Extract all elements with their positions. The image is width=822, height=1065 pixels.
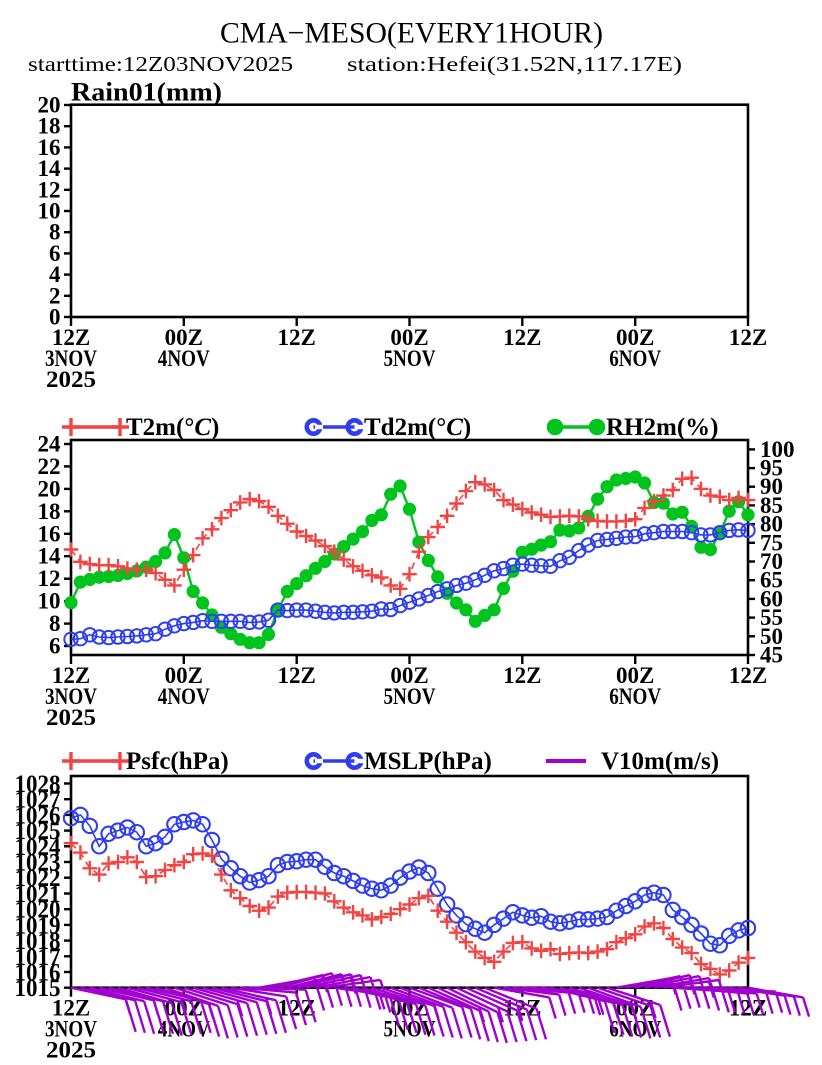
svg-text:6: 6 xyxy=(49,241,61,266)
svg-text:1019: 1019 xyxy=(15,912,61,939)
svg-text:6NOV: 6NOV xyxy=(609,684,661,709)
svg-text:RH2m(%): RH2m(%) xyxy=(606,414,718,441)
svg-text:10: 10 xyxy=(38,589,61,614)
svg-text:4NOV: 4NOV xyxy=(158,346,210,371)
svg-text:16: 16 xyxy=(38,521,61,546)
svg-text:00Z: 00Z xyxy=(390,325,428,350)
svg-text:00Z: 00Z xyxy=(390,663,428,688)
svg-text:MSLP(hPa): MSLP(hPa) xyxy=(364,748,492,775)
svg-text:station:Hefei(31.52N,117.17E): station:Hefei(31.52N,117.17E) xyxy=(347,52,682,76)
svg-text:4NOV: 4NOV xyxy=(158,684,210,709)
svg-text:60: 60 xyxy=(760,586,783,611)
svg-text:0: 0 xyxy=(49,305,61,330)
svg-text:20: 20 xyxy=(38,93,61,118)
svg-text:12Z: 12Z xyxy=(503,325,541,350)
svg-text:5NOV: 5NOV xyxy=(384,346,436,371)
svg-text:10: 10 xyxy=(38,199,61,224)
svg-text:1018: 1018 xyxy=(15,928,61,955)
svg-text:00Z: 00Z xyxy=(616,663,654,688)
svg-text:65: 65 xyxy=(760,568,783,593)
svg-text:75: 75 xyxy=(760,530,783,555)
svg-text:1020: 1020 xyxy=(15,897,61,924)
svg-text:4NOV: 4NOV xyxy=(158,1017,210,1042)
svg-text:V10m(m/s): V10m(m/s) xyxy=(601,748,719,775)
svg-text:1022: 1022 xyxy=(15,865,61,892)
svg-text:6: 6 xyxy=(49,634,61,659)
svg-text:24: 24 xyxy=(38,432,62,457)
svg-text:18: 18 xyxy=(38,114,61,139)
svg-text:20: 20 xyxy=(38,476,61,501)
svg-text:16: 16 xyxy=(38,135,61,160)
svg-text:2025: 2025 xyxy=(46,705,96,730)
svg-text:00Z: 00Z xyxy=(165,663,203,688)
svg-text:12Z: 12Z xyxy=(52,325,90,350)
svg-text:8: 8 xyxy=(49,220,61,245)
svg-text:18: 18 xyxy=(38,499,61,524)
svg-text:14: 14 xyxy=(38,544,62,569)
svg-text:6NOV: 6NOV xyxy=(609,346,661,371)
svg-text:22: 22 xyxy=(38,454,61,479)
svg-text:CMA−MESO(EVERY1HOUR): CMA−MESO(EVERY1HOUR) xyxy=(220,17,603,50)
svg-text:12Z: 12Z xyxy=(729,663,767,688)
svg-text:1027: 1027 xyxy=(15,787,61,814)
svg-text:50: 50 xyxy=(760,624,783,649)
svg-text:Psfc(hPa): Psfc(hPa) xyxy=(126,748,229,775)
svg-text:1017: 1017 xyxy=(15,944,61,971)
svg-text:12Z: 12Z xyxy=(52,996,90,1021)
svg-text:1016: 1016 xyxy=(15,960,61,987)
svg-text:1028: 1028 xyxy=(15,771,61,798)
svg-text:4: 4 xyxy=(49,262,61,287)
svg-text:80: 80 xyxy=(760,512,783,537)
svg-text:5NOV: 5NOV xyxy=(384,684,436,709)
svg-text:3NOV: 3NOV xyxy=(45,684,97,709)
svg-text:12Z: 12Z xyxy=(52,663,90,688)
svg-text:3NOV: 3NOV xyxy=(45,346,97,371)
svg-text:12Z: 12Z xyxy=(278,663,316,688)
svg-text:90: 90 xyxy=(760,474,783,499)
svg-text:1025: 1025 xyxy=(15,818,61,845)
svg-text:1023: 1023 xyxy=(15,850,61,877)
svg-text:70: 70 xyxy=(760,549,783,574)
svg-text:Td2m(°C): Td2m(°C) xyxy=(364,414,471,441)
svg-text:8: 8 xyxy=(49,611,61,636)
svg-text:2: 2 xyxy=(49,283,61,308)
svg-text:45: 45 xyxy=(760,643,783,668)
svg-text:12: 12 xyxy=(38,566,61,591)
svg-text:55: 55 xyxy=(760,605,783,630)
svg-text:12: 12 xyxy=(38,177,61,202)
svg-text:85: 85 xyxy=(760,493,783,518)
svg-text:00Z: 00Z xyxy=(616,325,654,350)
svg-text:12Z: 12Z xyxy=(729,325,767,350)
svg-text:100: 100 xyxy=(760,437,795,462)
svg-text:1021: 1021 xyxy=(15,881,61,908)
svg-text:00Z: 00Z xyxy=(165,325,203,350)
svg-text:12Z: 12Z xyxy=(503,663,541,688)
svg-text:12Z: 12Z xyxy=(278,325,316,350)
svg-text:1015: 1015 xyxy=(15,975,61,1002)
svg-text:T2m(°C): T2m(°C) xyxy=(126,414,219,441)
svg-text:1024: 1024 xyxy=(15,834,61,861)
svg-text:3NOV: 3NOV xyxy=(45,1017,97,1042)
svg-text:2025: 2025 xyxy=(46,367,96,392)
svg-text:2025: 2025 xyxy=(46,1038,96,1063)
svg-text:Rain01(mm): Rain01(mm) xyxy=(71,78,222,107)
svg-text:14: 14 xyxy=(38,156,62,181)
svg-text:95: 95 xyxy=(760,456,783,481)
svg-text:5NOV: 5NOV xyxy=(384,1017,436,1042)
svg-text:1026: 1026 xyxy=(15,802,61,829)
svg-text:starttime:12Z03NOV2025: starttime:12Z03NOV2025 xyxy=(28,52,293,76)
